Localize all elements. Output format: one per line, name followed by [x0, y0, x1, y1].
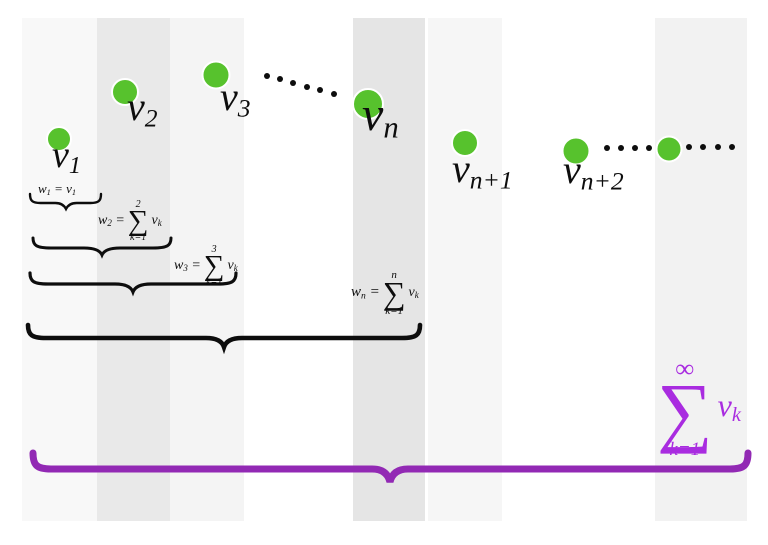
infinite-sum-lower-limit: k=1	[669, 438, 701, 460]
ellipsis-dot	[686, 144, 692, 150]
underbrace-w1	[28, 192, 103, 212]
w2-upper-limit: 2	[135, 199, 141, 210]
sequence-point-dot	[561, 136, 591, 166]
w1-lhs: w	[38, 181, 47, 196]
wn-lhs: wn =	[351, 284, 380, 302]
underbrace-wn	[25, 322, 423, 355]
sigma-symbol: ∑	[127, 205, 149, 237]
infinite-sum-rhs: vk	[717, 387, 741, 427]
label-v1-base: v	[52, 134, 69, 176]
w3-rhs: vk	[227, 258, 238, 274]
background-stripe	[170, 18, 244, 521]
ellipsis-dot	[604, 145, 610, 151]
w2-sum: 2 ∑ k=1	[128, 200, 149, 243]
w1-lhs-sub: 1	[46, 188, 51, 198]
underbrace-w2	[31, 236, 173, 259]
label-vn-plus-1: vn+1	[452, 149, 513, 193]
background-stripe	[655, 18, 747, 521]
sequence-point-dot	[111, 78, 139, 106]
label-vn: vn	[362, 88, 399, 145]
sequence-point-dot	[451, 129, 479, 157]
ellipsis-dot	[646, 145, 652, 151]
underbrace-w3	[28, 271, 238, 297]
w1-rhs: v	[66, 181, 72, 196]
ellipsis-dot	[331, 91, 337, 97]
w3-sum: 3 ∑ k=1	[204, 245, 225, 288]
ellipsis-dot	[304, 84, 310, 90]
ellipsis-dot	[700, 144, 706, 150]
ellipsis-dot	[632, 145, 638, 151]
ellipsis-dot	[264, 73, 270, 79]
w2-lower-limit: k=1	[130, 231, 147, 243]
wn-sum: n ∑ k=1	[383, 270, 406, 317]
w3-lower-limit: k=1	[206, 276, 223, 288]
ellipsis-dot	[290, 80, 296, 86]
label-vn2-base: v	[563, 147, 581, 192]
sequence-point-dot	[352, 88, 384, 120]
sigma-symbol: ∑	[657, 367, 713, 454]
label-v3: v3	[220, 77, 251, 121]
label-v3-sub: 3	[237, 93, 251, 123]
sigma-symbol: ∑	[203, 250, 225, 282]
wn-lower-limit: k=1	[385, 304, 403, 317]
w1-rhs-sub: 1	[71, 188, 77, 198]
w3-upper-limit: 3	[211, 244, 217, 255]
w3-lhs: w3 =	[174, 258, 201, 274]
background-stripe	[22, 18, 97, 521]
label-w1-equation: w1 = v1	[38, 182, 76, 197]
w2-rhs: vk	[151, 213, 162, 229]
label-v1: v1	[52, 136, 81, 178]
label-v2-base: v	[127, 84, 145, 129]
ellipsis-dot	[618, 145, 624, 151]
label-v2: v2	[127, 87, 158, 131]
sigma-symbol: ∑	[382, 275, 406, 311]
label-v2-sub: 2	[144, 103, 158, 133]
wn-upper-limit: n	[391, 269, 397, 281]
ellipsis-dot	[729, 144, 735, 150]
label-wn-equation: wn = n ∑ k=1 vk	[351, 270, 419, 317]
wn-rhs: vk	[408, 285, 419, 301]
infinity-symbol: ∞	[675, 354, 695, 383]
label-w3-equation: w3 = 3 ∑ k=1 vk	[174, 245, 238, 288]
label-v3-base: v	[220, 74, 238, 119]
label-w2-equation: w2 = 2 ∑ k=1 vk	[98, 200, 162, 243]
sequence-point-dot	[46, 126, 72, 152]
w2-lhs: w2 =	[98, 213, 125, 229]
label-vn-base: v	[362, 88, 384, 141]
label-vn-plus-2: vn+2	[563, 150, 624, 194]
label-vn2-sub: n+2	[580, 166, 624, 196]
label-vn1-base: v	[452, 146, 470, 191]
label-vn-sub: n	[383, 110, 399, 145]
label-v1-sub: 1	[68, 152, 82, 180]
w1-equals: =	[54, 181, 63, 196]
underbrace-infinite-sum	[29, 449, 752, 484]
label-infinite-sum: ∞ ∑ k=1 vk	[657, 356, 741, 459]
label-vn1-sub: n+1	[469, 165, 513, 195]
ellipsis-dot	[277, 76, 283, 82]
background-stripe	[428, 18, 502, 521]
ellipsis-dot	[715, 144, 721, 150]
infinite-sum-symbol: ∞ ∑ k=1	[657, 356, 713, 459]
sequence-point-dot	[655, 135, 683, 163]
sequence-point-dot	[201, 60, 231, 90]
ellipsis-dot	[317, 87, 323, 93]
